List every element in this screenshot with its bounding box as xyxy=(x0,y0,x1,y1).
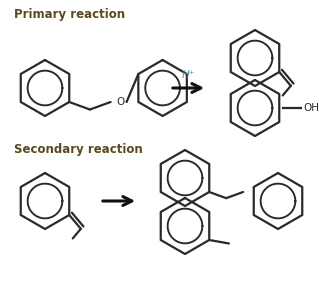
Text: Primary reaction: Primary reaction xyxy=(14,8,125,21)
Text: O: O xyxy=(116,97,125,107)
Text: OH: OH xyxy=(303,103,319,113)
Text: Secondary reaction: Secondary reaction xyxy=(14,143,143,156)
Text: H⁺: H⁺ xyxy=(182,70,195,80)
